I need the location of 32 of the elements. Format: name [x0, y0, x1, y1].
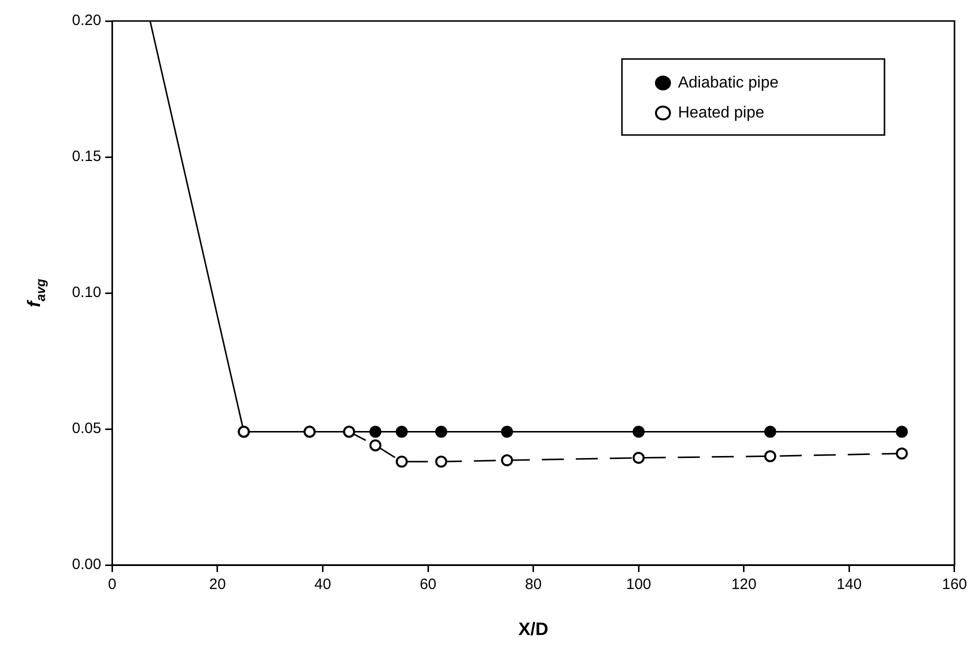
x-tick-label: 140: [836, 576, 862, 594]
x-tick-label: 100: [626, 576, 652, 594]
x-tick-label: 40: [314, 576, 332, 594]
x-tick-label: 20: [209, 576, 226, 594]
y-tick-label: 0.15: [72, 148, 102, 166]
point: [369, 439, 382, 452]
point: [396, 456, 408, 468]
point: [632, 452, 645, 464]
x-tick-label: 120: [731, 576, 756, 594]
point: [435, 426, 448, 438]
x-tick-label: 60: [420, 576, 436, 594]
point: [764, 426, 776, 438]
x-tick-label: 80: [524, 576, 542, 594]
y-tick-label: 0.10: [72, 284, 102, 302]
x-tick-label: 0: [108, 576, 116, 594]
legend-label: Heated pipe: [678, 104, 764, 122]
point: [764, 450, 776, 462]
point: [632, 426, 645, 438]
point: [896, 426, 908, 438]
y-tick-label: 0.20: [72, 12, 102, 30]
y-tick-label: 0.05: [72, 420, 102, 438]
x-axis-title: X/D: [518, 619, 548, 639]
point: [396, 426, 408, 438]
point: [501, 426, 514, 438]
y-tick-label: 0.00: [72, 556, 102, 574]
x-tick-label: 160: [942, 576, 967, 594]
point: [896, 447, 908, 460]
legend-label: Adiabatic pipe: [678, 74, 779, 92]
point: [501, 454, 514, 466]
point: [369, 426, 382, 438]
point: [435, 456, 448, 468]
y-axis-title: favg: [24, 278, 48, 308]
